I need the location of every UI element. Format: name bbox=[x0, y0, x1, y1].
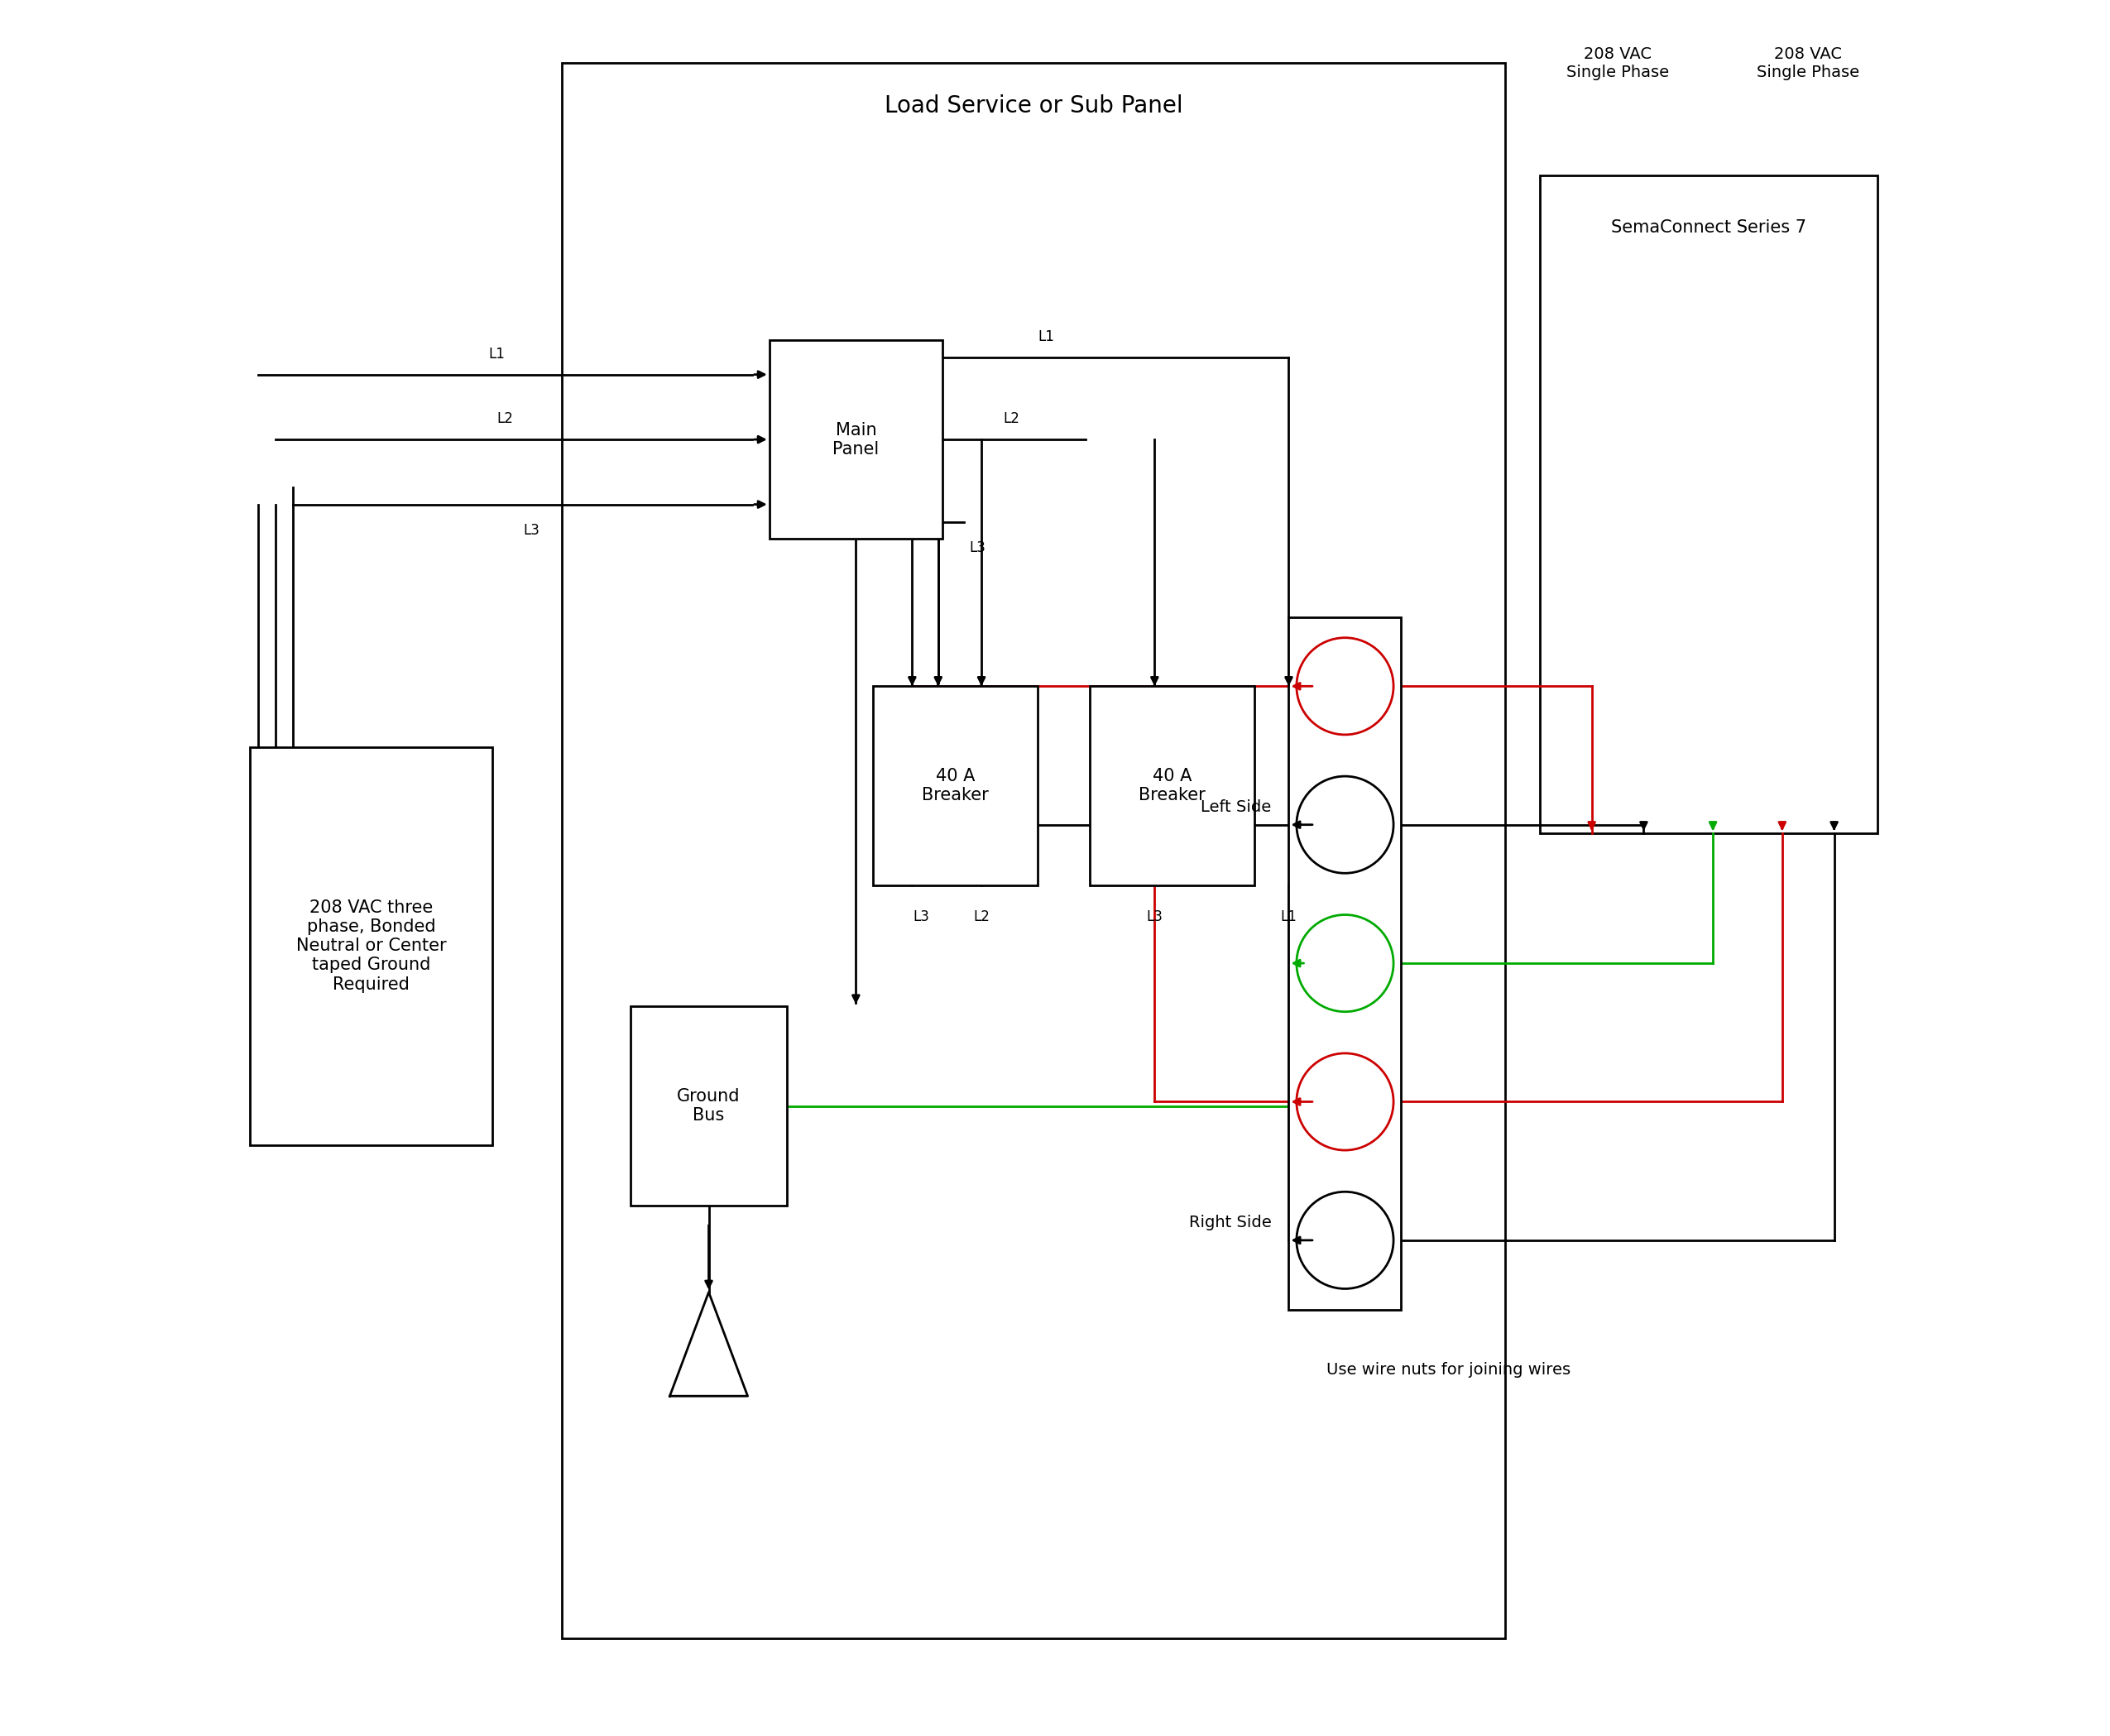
Circle shape bbox=[1296, 1193, 1393, 1288]
Bar bbox=[249, 746, 492, 1146]
Bar bbox=[1089, 686, 1253, 885]
Text: L2: L2 bbox=[498, 411, 513, 425]
Text: Use wire nuts for joining wires: Use wire nuts for joining wires bbox=[1327, 1363, 1572, 1378]
Bar bbox=[1540, 175, 1878, 833]
Bar bbox=[874, 686, 1038, 885]
Text: L3: L3 bbox=[523, 523, 540, 538]
Text: 208 VAC three
phase, Bonded
Neutral or Center
taped Ground
Required: 208 VAC three phase, Bonded Neutral or C… bbox=[295, 899, 445, 993]
Text: L2: L2 bbox=[1004, 411, 1019, 425]
Bar bbox=[1289, 616, 1401, 1309]
Text: L3: L3 bbox=[968, 540, 985, 556]
Text: 208 VAC
Single Phase: 208 VAC Single Phase bbox=[1758, 45, 1859, 80]
Text: L1: L1 bbox=[1038, 330, 1055, 344]
Text: L1: L1 bbox=[487, 345, 504, 361]
Text: L3: L3 bbox=[914, 910, 928, 924]
Circle shape bbox=[1296, 776, 1393, 873]
Text: L3: L3 bbox=[1146, 910, 1163, 924]
Text: Load Service or Sub Panel: Load Service or Sub Panel bbox=[884, 94, 1182, 118]
Text: SemaConnect Series 7: SemaConnect Series 7 bbox=[1610, 219, 1806, 236]
Text: Left Side: Left Side bbox=[1201, 800, 1272, 816]
Circle shape bbox=[1296, 1054, 1393, 1151]
Text: Main
Panel: Main Panel bbox=[833, 422, 880, 457]
Circle shape bbox=[1296, 915, 1393, 1012]
Text: L2: L2 bbox=[973, 910, 990, 924]
Circle shape bbox=[1296, 637, 1393, 734]
Text: 208 VAC
Single Phase: 208 VAC Single Phase bbox=[1566, 45, 1669, 80]
Bar bbox=[770, 340, 943, 540]
Text: 40 A
Breaker: 40 A Breaker bbox=[1139, 767, 1205, 804]
Text: Right Side: Right Side bbox=[1188, 1215, 1272, 1231]
Bar bbox=[631, 1007, 787, 1205]
Text: 40 A
Breaker: 40 A Breaker bbox=[922, 767, 990, 804]
Bar bbox=[561, 62, 1504, 1639]
Text: Ground
Bus: Ground Bus bbox=[677, 1088, 741, 1123]
Text: L1: L1 bbox=[1281, 910, 1298, 924]
